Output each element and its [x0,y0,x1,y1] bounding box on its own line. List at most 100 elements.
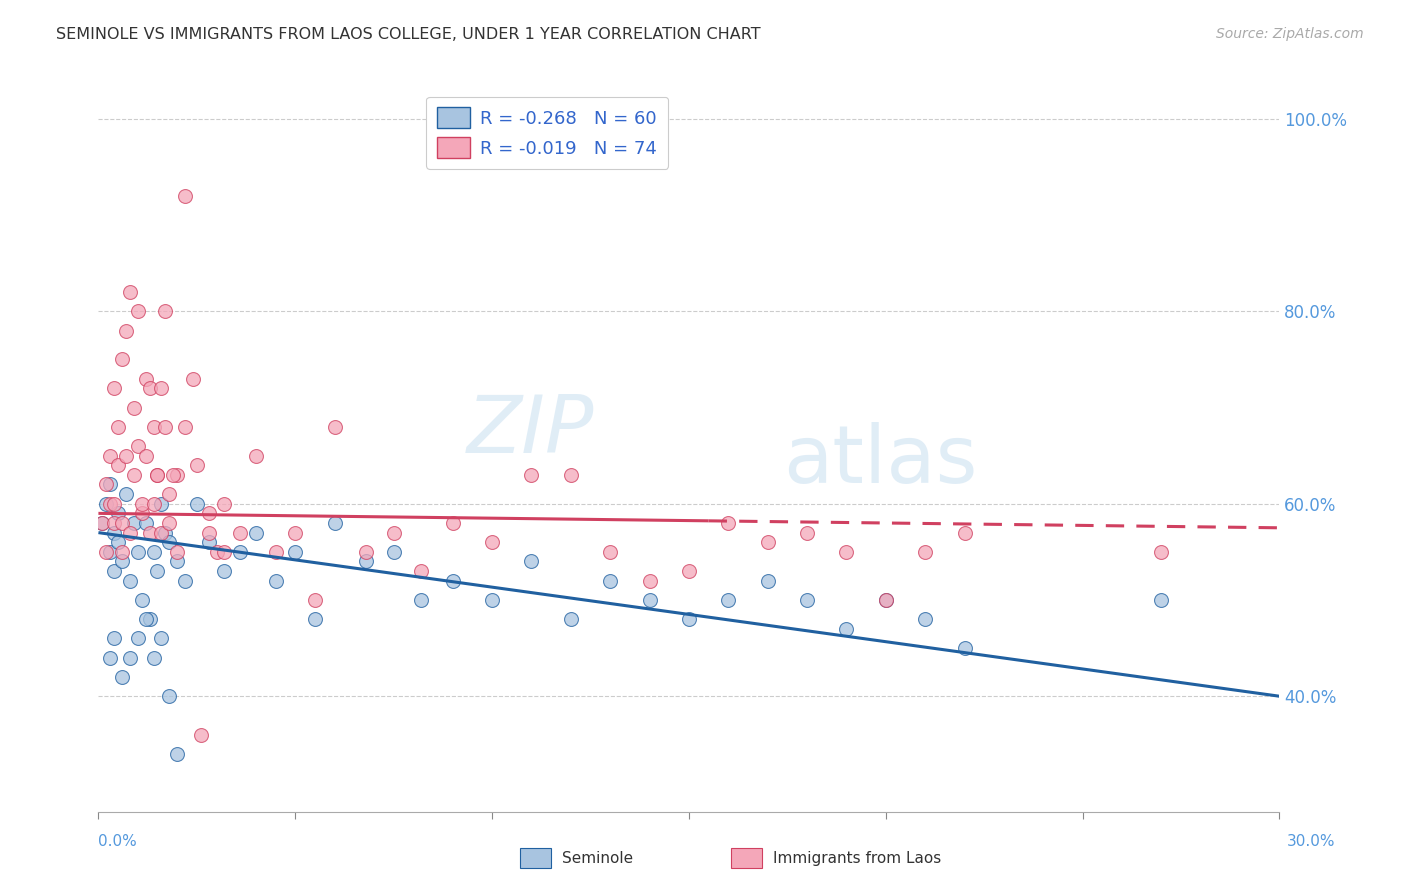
Point [835,622,858,636]
Text: ZIP: ZIP [467,392,595,470]
Point [181,371,204,385]
Point [245,449,267,463]
Point [138,525,160,540]
Point [186,497,208,511]
Point [229,545,252,559]
Point [138,612,160,626]
Point [304,593,326,607]
Point [91,516,114,530]
Point [264,545,287,559]
Point [103,632,125,646]
Point [166,554,188,568]
Point [107,419,129,434]
Point [174,419,197,434]
Point [186,458,208,473]
Point [678,564,700,578]
Point [107,535,129,549]
Point [166,467,188,482]
Point [638,574,661,588]
Point [1150,545,1173,559]
Text: atlas: atlas [783,422,977,500]
Point [155,304,177,318]
Point [122,401,145,415]
Point [115,324,138,338]
Point [264,574,287,588]
Text: Immigrants from Laos: Immigrants from Laos [773,852,942,866]
Point [382,525,405,540]
Point [481,535,503,549]
Point [166,747,188,761]
Point [166,545,188,559]
Point [135,449,157,463]
Point [214,545,236,559]
Point [323,419,346,434]
Point [245,525,267,540]
Point [107,507,129,521]
Point [111,352,134,367]
Point [103,381,125,395]
Point [142,419,165,434]
Point [382,545,405,559]
Point [560,612,582,626]
Point [323,516,346,530]
Point [174,574,197,588]
Point [118,285,141,299]
Point [103,564,125,578]
Point [197,507,219,521]
Point [304,612,326,626]
Point [520,467,543,482]
Point [96,545,118,559]
Point [411,564,433,578]
Point [717,593,740,607]
Text: 0.0%: 0.0% [98,834,138,849]
Point [115,449,138,463]
Point [146,467,169,482]
Point [131,507,153,521]
Point [135,612,157,626]
Point [796,525,818,540]
Point [150,381,173,395]
Point [127,632,149,646]
Point [197,525,219,540]
Point [835,545,858,559]
Point [155,525,177,540]
Point [914,612,936,626]
Point [142,497,165,511]
Point [756,574,779,588]
Point [914,545,936,559]
Point [190,728,212,742]
Point [157,516,180,530]
Point [103,516,125,530]
Point [98,477,121,491]
Point [103,525,125,540]
Point [157,690,180,704]
Point [599,545,621,559]
Point [96,477,118,491]
Point [150,525,173,540]
Point [98,650,121,665]
Point [205,545,228,559]
Point [875,593,897,607]
Point [98,497,121,511]
Point [875,593,897,607]
Point [103,497,125,511]
Point [214,497,236,511]
Point [796,593,818,607]
Point [142,545,165,559]
Point [98,449,121,463]
Point [229,525,252,540]
Point [354,545,377,559]
Point [118,650,141,665]
Point [481,593,503,607]
Text: Source: ZipAtlas.com: Source: ZipAtlas.com [1216,27,1364,41]
Point [678,612,700,626]
Point [953,525,976,540]
Point [111,516,134,530]
Point [107,458,129,473]
Point [599,574,621,588]
Point [953,641,976,656]
Point [91,516,114,530]
Point [146,564,169,578]
Point [122,516,145,530]
Point [157,535,180,549]
